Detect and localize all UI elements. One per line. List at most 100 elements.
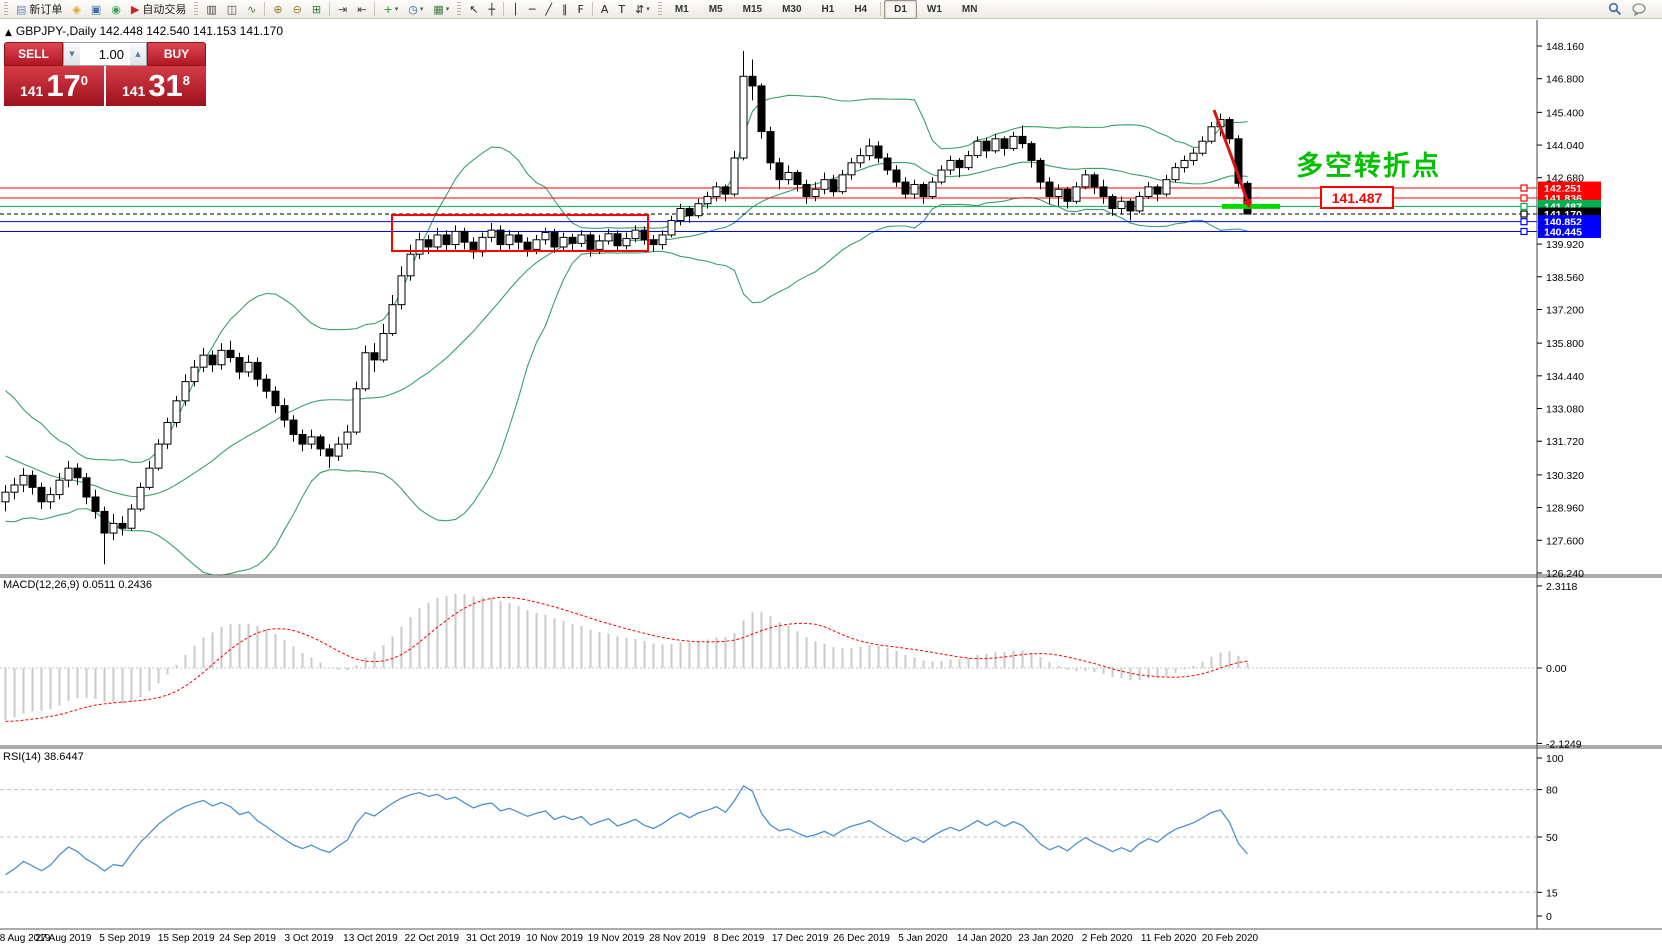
timeframe-h1-label: H1 (821, 3, 835, 15)
toolbar-grip (657, 2, 662, 16)
svg-text:15 Sep 2019: 15 Sep 2019 (158, 933, 215, 944)
svg-text:26 Dec 2019: 26 Dec 2019 (833, 933, 890, 944)
timeframe-w1-button[interactable]: W1 (917, 0, 952, 19)
bar-chart-button[interactable]: ▥ (201, 0, 221, 19)
zoom-out-button-icon: ⊖ (292, 2, 302, 16)
bar-chart-button-icon: ▥ (206, 2, 217, 16)
svg-text:20 Feb 2020: 20 Feb 2020 (1202, 933, 1259, 944)
svg-text:3 Oct 2019: 3 Oct 2019 (285, 933, 334, 944)
vertical-line-button-icon: │ (512, 2, 519, 16)
sell-price-panel[interactable]: 141 17 0 (4, 66, 104, 106)
annotation-turning-point-text: 多空转折点 (1296, 151, 1441, 181)
chart-shift-button[interactable]: ⇤ (352, 0, 371, 19)
svg-text:139.920: 139.920 (1546, 239, 1584, 251)
profiles-icon-button[interactable]: ◈ (67, 0, 85, 19)
svg-text:15: 15 (1546, 887, 1558, 899)
line-chart-button-icon: ∿ (247, 2, 257, 16)
sell-big-figure: 141 (19, 83, 44, 99)
svg-text:8 Dec 2019: 8 Dec 2019 (713, 933, 765, 944)
text-button[interactable]: A (596, 0, 614, 19)
svg-text:23 Jan 2020: 23 Jan 2020 (1018, 933, 1073, 944)
timeframe-m5-label: M5 (708, 3, 723, 15)
new-order-button[interactable]: ▤ 新订单 (11, 0, 67, 19)
navigator-button[interactable]: ◉ (106, 0, 126, 19)
templates-button[interactable]: ▦ ▾ (428, 0, 454, 19)
timeframe-mn-button[interactable]: MN (952, 0, 988, 19)
horizontal-line-button[interactable]: ─ (524, 0, 541, 19)
toolbar-separator (264, 2, 266, 16)
svg-text:24 Sep 2019: 24 Sep 2019 (219, 933, 276, 944)
timeframe-h4-label: H4 (854, 3, 868, 15)
dropdown-arrow-icon[interactable]: ▾ (419, 5, 424, 13)
auto-scroll-button[interactable]: ⇥ (333, 0, 352, 19)
timeframe-m1-button[interactable]: M1 (665, 0, 699, 19)
zoom-out-button[interactable]: ⊖ (288, 0, 307, 19)
zoom-in-button[interactable]: ⊕ (268, 0, 287, 19)
timeframe-m15-label: M15 (742, 3, 763, 15)
periods-button[interactable]: ◷ ▾ (403, 0, 428, 19)
horizontal-line-button-icon: ─ (528, 2, 536, 16)
templates-button-icon: ▦ (433, 2, 444, 16)
svg-text:127.600: 127.600 (1546, 535, 1584, 547)
crosshair-button[interactable]: ┼ (483, 0, 500, 19)
fibonacci-button-icon: F (577, 2, 584, 16)
market-watch-button-icon: ▣ (90, 2, 102, 16)
channel-button[interactable]: ∥ (557, 0, 573, 19)
toolbar-separator (880, 2, 882, 16)
sell-pipette: 0 (80, 72, 89, 88)
toolbar-separator (503, 2, 505, 16)
dropdown-arrow-icon[interactable]: ▾ (445, 5, 450, 13)
sell-pips: 17 (46, 68, 81, 103)
svg-text:10 Nov 2019: 10 Nov 2019 (526, 933, 583, 944)
buy-button[interactable]: BUY (147, 42, 206, 66)
volume-field[interactable]: ▼ 1.00 ▲ (63, 42, 147, 66)
chart-symbol-title: ▲ GBPJPY-,Daily 142.448 142.540 141.153 1… (5, 24, 283, 38)
crosshair-button-icon: ┼ (488, 2, 496, 16)
collapse-panel-icon[interactable]: ▲ (5, 28, 12, 38)
buy-pipette: 8 (182, 72, 191, 88)
indicators-button-icon: + (383, 2, 393, 16)
svg-text:11 Feb 2020: 11 Feb 2020 (1141, 933, 1197, 944)
fibonacci-button[interactable]: F (572, 0, 588, 19)
svg-text:100: 100 (1546, 753, 1564, 765)
market-watch-button[interactable]: ▣ (86, 0, 106, 19)
volume-decrease-button[interactable]: ▼ (64, 43, 80, 65)
timeframe-m30-button[interactable]: M30 (772, 0, 811, 19)
toolbar-grip (4, 2, 8, 16)
text-label-button-icon: T (618, 2, 626, 16)
svg-text:135.800: 135.800 (1546, 338, 1584, 350)
dropdown-arrow-icon[interactable]: ▾ (646, 5, 650, 13)
svg-text:144.040: 144.040 (1546, 140, 1584, 152)
svg-text:134.440: 134.440 (1546, 371, 1584, 383)
annotation-price-box: 141.487 (1320, 186, 1394, 209)
search-icon[interactable] (1608, 2, 1622, 16)
periods-button-icon: ◷ (408, 2, 418, 16)
volume-increase-button[interactable]: ▲ (130, 43, 146, 65)
timeframe-m30-label: M30 (782, 3, 802, 15)
rsi-indicator-label: RSI(14) 38.6447 (3, 751, 84, 763)
buy-price-panel[interactable]: 141 31 8 (106, 66, 206, 106)
candlestick-chart-button[interactable]: ◫ (222, 0, 242, 19)
timeframe-h4-button[interactable]: H4 (844, 0, 877, 19)
cursor-button-icon: ↖ (469, 2, 479, 16)
autotrading-button[interactable]: ▶ 自动交易 (126, 0, 191, 19)
arrows-tool-button[interactable]: ⇵ ▾ (630, 0, 655, 19)
tile-windows-button[interactable]: ⊞ (307, 0, 326, 19)
dropdown-arrow-icon[interactable]: ▾ (394, 5, 399, 13)
auto-scroll-button-icon: ⇥ (338, 2, 348, 16)
trendline-button[interactable]: ╱ (540, 0, 557, 19)
line-chart-button[interactable]: ∿ (242, 0, 261, 19)
chat-icon[interactable] (1632, 2, 1648, 16)
volume-value[interactable]: 1.00 (98, 46, 124, 62)
text-label-button[interactable]: T (613, 0, 630, 19)
timeframe-h1-button[interactable]: H1 (812, 0, 845, 19)
svg-text:133.080: 133.080 (1546, 404, 1584, 416)
vertical-line-button[interactable]: │ (507, 0, 524, 19)
sell-button[interactable]: SELL (4, 42, 63, 66)
timeframe-m5-button[interactable]: M5 (699, 0, 733, 19)
timeframe-m15-button[interactable]: M15 (733, 0, 772, 19)
timeframe-d1-button[interactable]: D1 (884, 0, 917, 19)
indicators-button[interactable]: + ▾ (378, 0, 403, 19)
cursor-button[interactable]: ↖ (464, 0, 483, 19)
